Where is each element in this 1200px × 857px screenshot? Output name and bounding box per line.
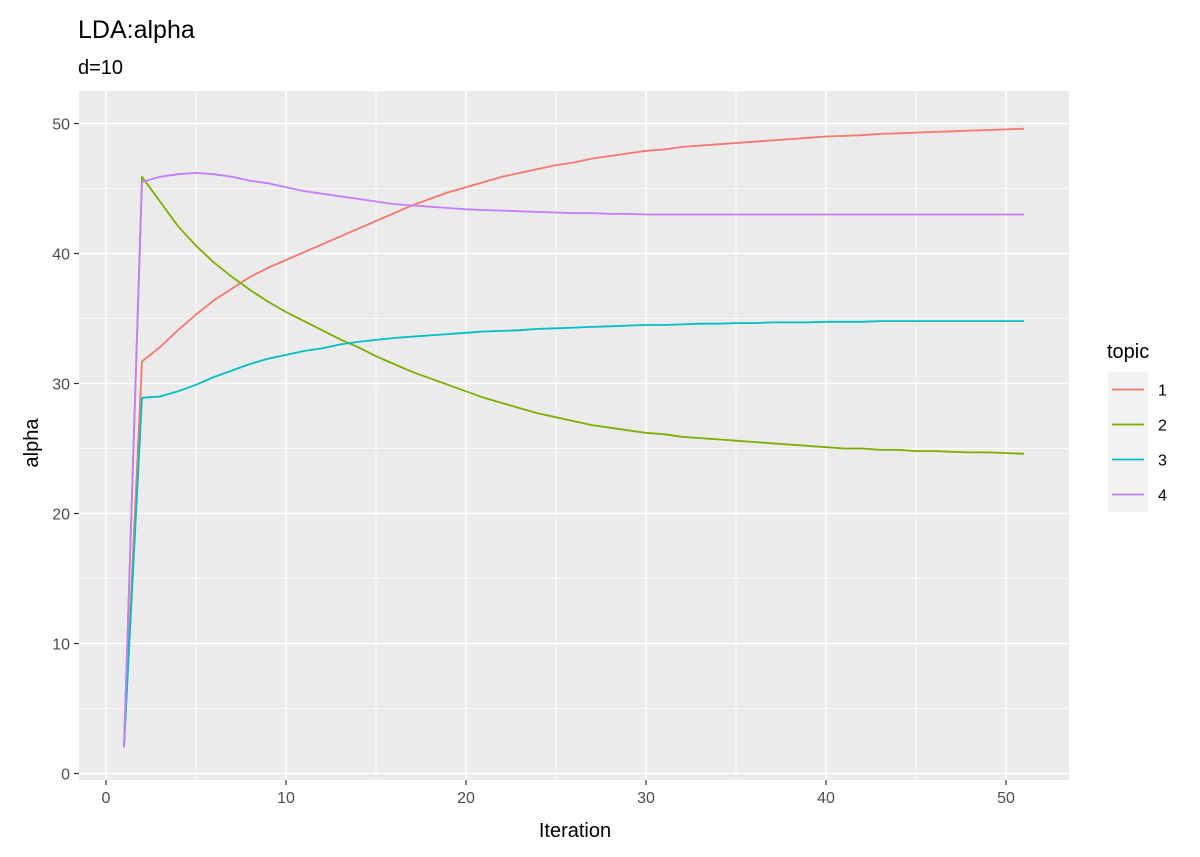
legend-title: topic [1107,341,1149,363]
plot-panel [79,91,1069,780]
x-axis-title: Iteration [539,820,611,842]
legend: topic 1 2 3 4 [1107,341,1167,512]
y-tick-label: 40 [52,247,70,264]
x-tick-labels: 0 10 20 30 40 50 [102,790,1015,807]
x-tick-label: 10 [277,790,295,807]
legend-items: 1 2 3 4 [1108,372,1167,512]
minor-gridlines [79,91,1069,780]
series-line-topic-2 [123,175,1025,748]
x-tick-label: 30 [637,790,655,807]
y-tick-label: 30 [52,377,70,394]
series-line-topic-3 [123,320,1024,748]
x-tick-label: 40 [817,790,835,807]
series-line-topic-1 [123,127,1025,748]
chart-title: LDA:alpha [78,16,195,44]
chart-subtitle: d=10 [78,57,123,79]
legend-label-topic-1: 1 [1158,383,1167,400]
legend-label-topic-2: 2 [1158,418,1167,435]
legend-label-topic-4: 4 [1158,488,1167,505]
y-tick-labels: 0 10 20 30 40 50 [52,117,70,784]
y-axis-title: alpha [21,418,43,468]
y-tick-label: 20 [52,507,70,524]
y-tick-label: 0 [61,767,70,784]
x-tick-label: 50 [997,790,1015,807]
x-tick-label: 0 [102,790,111,807]
series-line-topic-4 [123,171,1024,748]
x-tick-label: 20 [457,790,475,807]
y-tick-label: 50 [52,117,70,134]
y-tick-label: 10 [52,637,70,654]
major-gridlines [79,91,1069,780]
series-lines [123,127,1025,748]
legend-label-topic-3: 3 [1158,453,1167,470]
axis-ticks [74,122,1007,785]
